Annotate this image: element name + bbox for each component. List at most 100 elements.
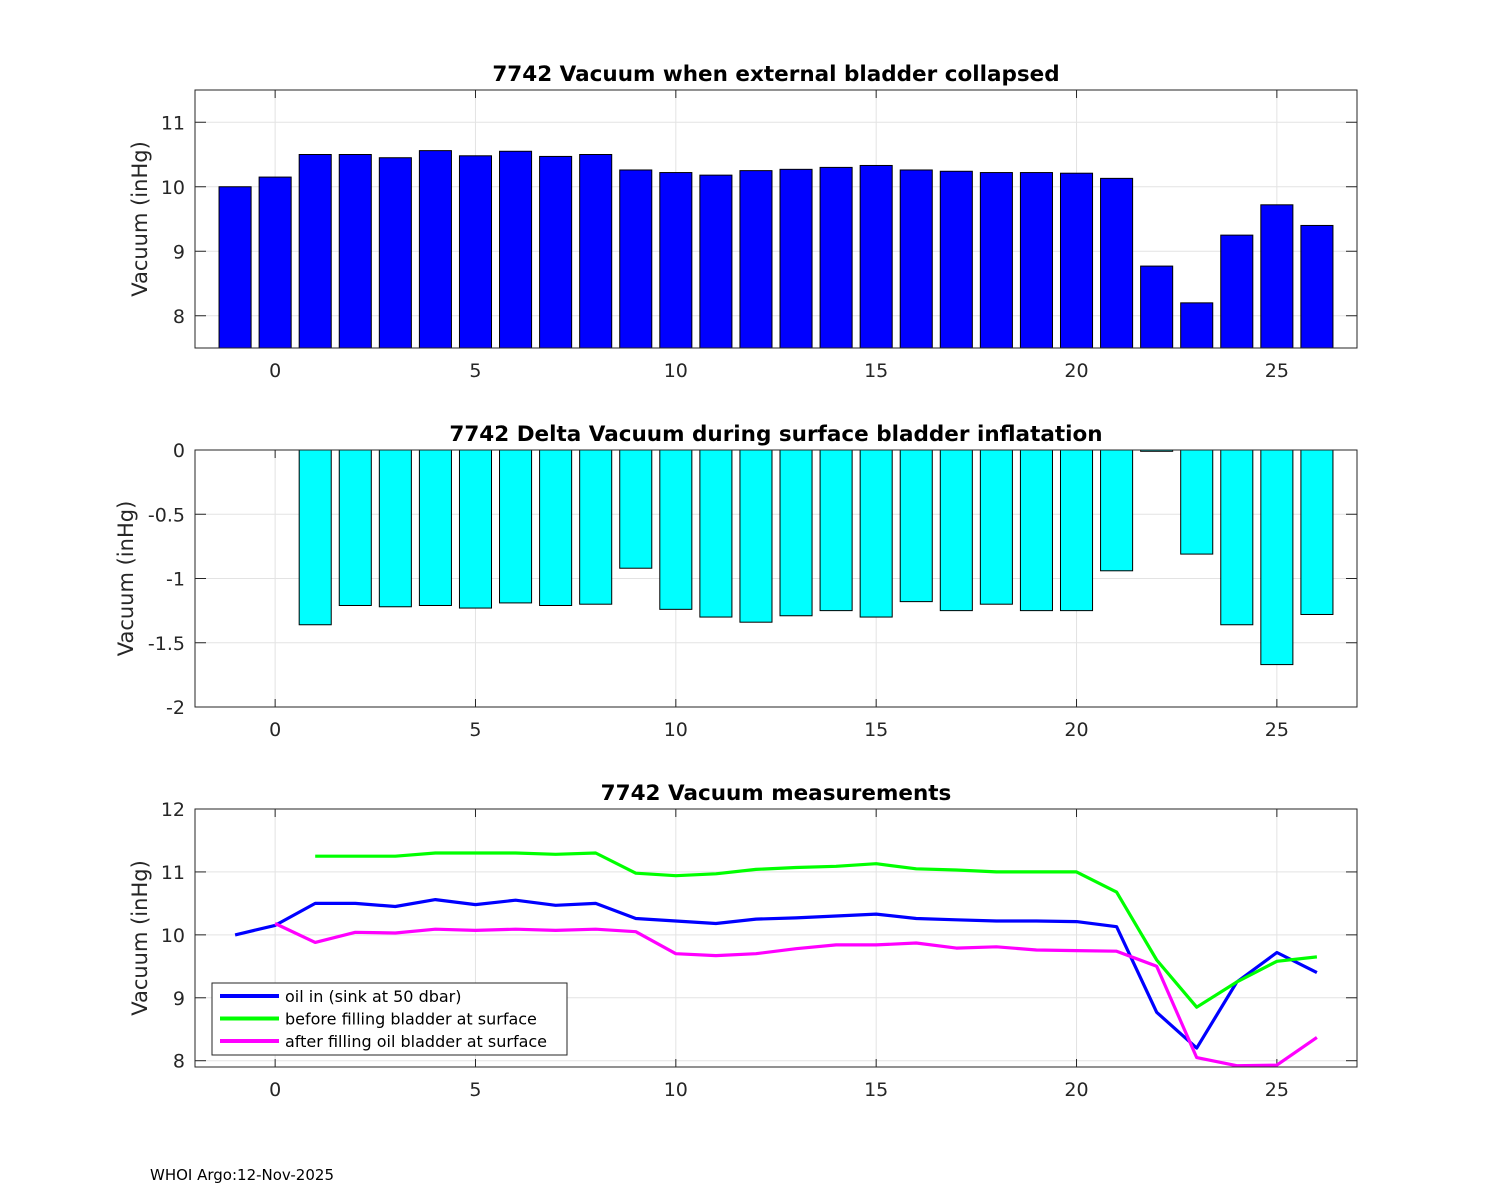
plot-area [298,450,1334,666]
bar-x15 [859,164,893,348]
bar-x17 [939,450,973,612]
bar-x18 [979,450,1013,605]
bar-x1 [298,154,332,348]
chart-panel-1: 0 5 10 15 20 25 8 9 10 11 7742 Vacuum when externa… [128,62,1358,382]
y-tick-label: 0 [173,440,185,462]
y-tick-label: 10 [161,925,185,947]
x-tick-label: 25 [1265,719,1289,741]
y-tick-label: 11 [161,112,185,134]
bar-x23 [1180,302,1214,348]
bar-x6 [499,150,533,348]
bar-x9 [619,169,653,348]
bar-x16 [899,169,933,348]
x-tick-label: 10 [664,360,688,382]
bar-x16 [899,450,933,603]
legend-label: before filling bladder at surface [285,1010,537,1029]
bar-x20 [1059,172,1094,348]
bar-x11 [699,450,733,618]
bar-x21 [1100,177,1134,348]
bar-x12 [739,170,773,348]
bar-x13 [779,450,813,617]
bar-x24 [1220,450,1254,626]
x-tick-label: 20 [1064,719,1088,741]
x-tick-label: 15 [864,1079,888,1101]
y-tick-label: 8 [173,1051,185,1073]
bar-x5 [458,155,493,348]
bar-x10 [659,450,693,610]
series-line-2 [315,851,1318,1009]
bar-x8 [579,154,613,348]
bar-x25 [1260,450,1294,666]
plot-area [234,851,1318,1067]
legend-label: oil in (sink at 50 dbar) [285,987,462,1006]
bar-x7 [539,155,573,348]
bar-x17 [939,170,973,348]
bar-x26 [1300,450,1334,615]
x-tick-label: 0 [269,1079,281,1101]
y-tick-label: 9 [173,241,185,263]
legend-label: after filling oil bladder at surface [285,1032,547,1051]
y-axis-label: Vacuum (inHg) [128,141,152,297]
bar-x26 [1300,224,1334,348]
bar-x15 [859,450,893,618]
axes-box [194,89,1358,349]
bar-x3 [378,450,412,608]
y-tick-label: 10 [161,177,185,199]
x-tick-label: 20 [1064,1079,1088,1101]
y-tick-label: 8 [173,306,185,328]
bar-x0 [258,176,292,348]
bar-x25 [1260,204,1294,348]
bar-x12 [739,450,773,623]
x-tick-label: 10 [664,1079,688,1101]
bar-x19 [1019,172,1053,348]
x-tick-label: 5 [469,1079,481,1101]
series-line-1 [234,897,1318,1050]
y-tick-label: 11 [161,862,185,884]
x-tick-label: 10 [664,719,688,741]
plot-area [218,150,1334,348]
bar-x23 [1180,450,1214,555]
bar-x11 [699,174,733,348]
x-tick-label: 25 [1265,360,1289,382]
x-tick-label: 15 [864,719,888,741]
legend: oil in (sink at 50 dbar) before filling b… [211,982,568,1056]
bar-x7 [539,450,573,606]
bar-x9 [619,450,653,569]
x-tick-label: 0 [269,360,281,382]
bar-x18 [979,172,1013,348]
chart-panel-3: 0 5 10 15 20 25 8 9 10 11 12 oil in (sink at 50 dba… [128,781,1358,1101]
bar-x5 [458,450,493,609]
footer-stamp: WHOI Argo:12-Nov-2025 [150,1166,334,1184]
y-tick-label: -2 [166,697,185,719]
y-axis-label: Vacuum (inHg) [114,501,138,657]
x-tick-label: 20 [1064,360,1088,382]
y-tick-label: -0.5 [148,504,185,526]
bar-x-1 [218,186,252,348]
bar-x4 [418,150,452,348]
bar-x22 [1140,450,1174,452]
x-tick-label: 5 [469,360,481,382]
ticks: 0 5 10 15 20 25 0 -0.5 -1 -1.5 -2 [148,440,1357,741]
bar-x2 [338,154,372,348]
bar-x2 [338,450,372,606]
bar-x3 [378,157,412,348]
series-line-3 [274,922,1318,1067]
bar-x14 [819,450,853,612]
bar-x4 [418,450,452,606]
bar-x8 [579,450,613,605]
y-tick-label: -1.5 [148,633,185,655]
ticks: 0 5 10 15 20 25 8 9 10 11 [161,90,1357,382]
ticks: 0 5 10 15 20 25 8 9 10 11 12 [161,799,1357,1101]
bar-x10 [659,172,693,348]
y-tick-label: -1 [166,569,185,591]
bar-x19 [1019,450,1053,612]
x-tick-label: 0 [269,719,281,741]
bar-x21 [1100,450,1134,572]
chart-title: 7742 Delta Vacuum during surface bladder… [449,422,1102,447]
axes-box [194,449,1358,708]
y-tick-label: 12 [161,799,185,821]
x-tick-label: 15 [864,360,888,382]
bar-x20 [1059,450,1094,612]
y-axis-label: Vacuum (inHg) [128,860,152,1016]
x-tick-label: 5 [469,719,481,741]
